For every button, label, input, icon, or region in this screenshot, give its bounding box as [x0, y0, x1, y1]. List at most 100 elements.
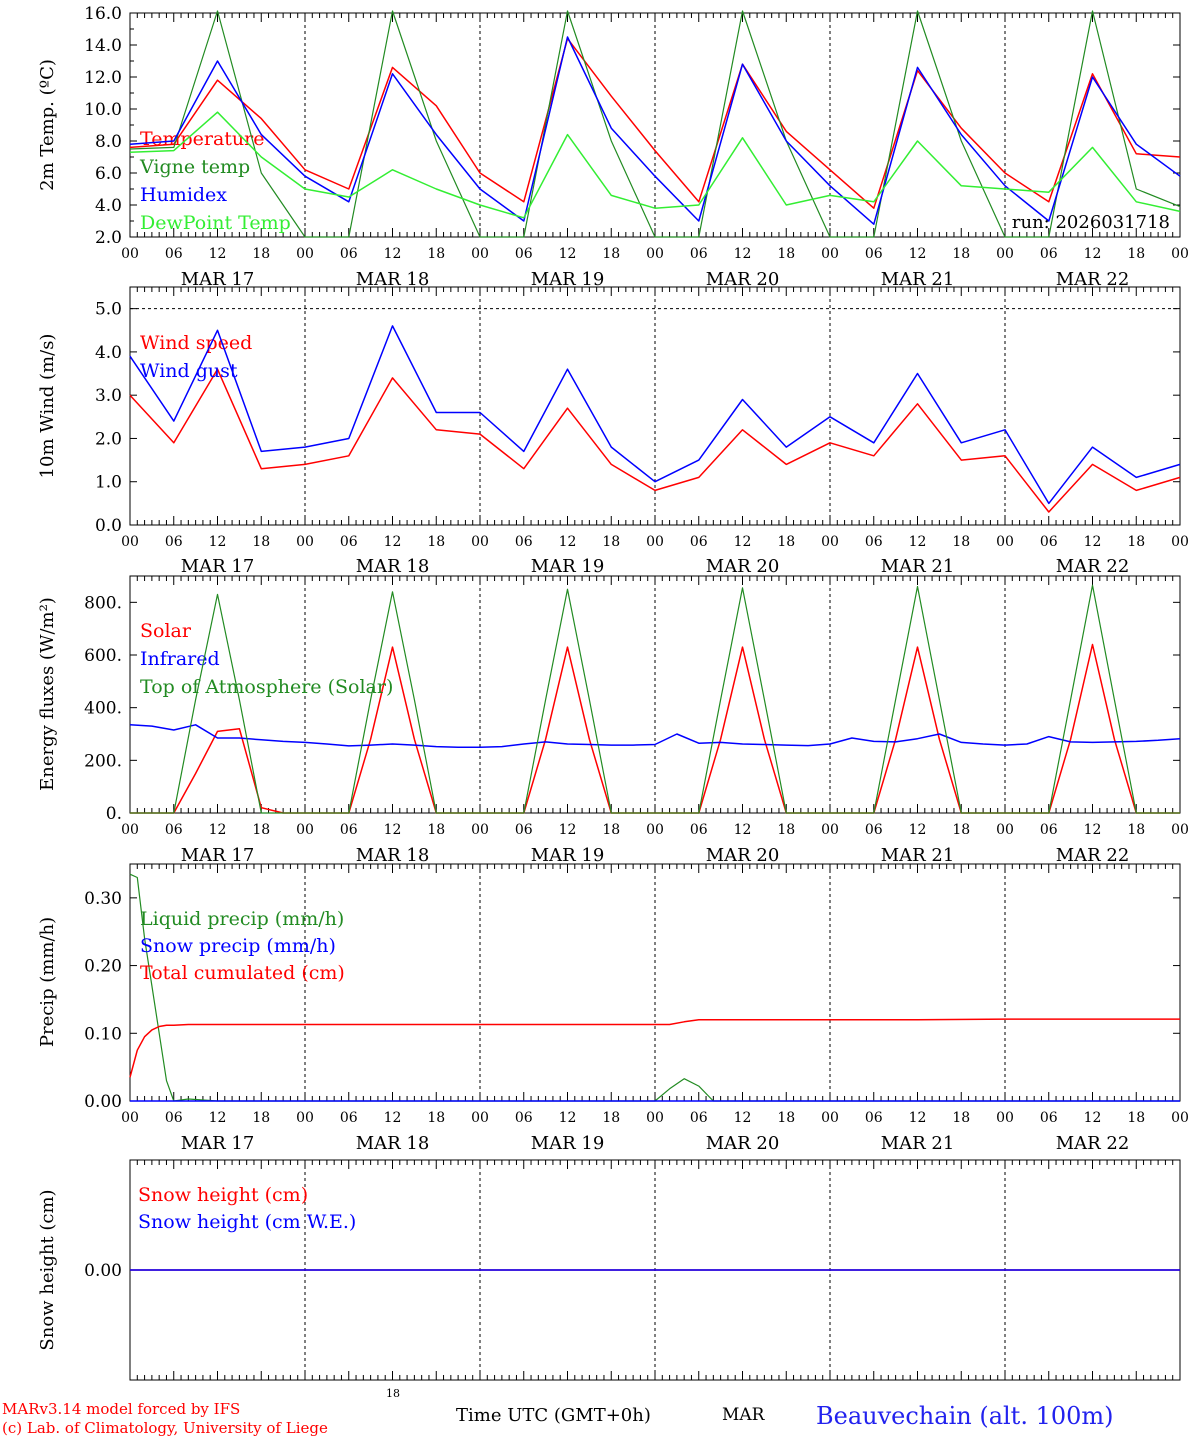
y-tick-label: 0.	[106, 804, 122, 824]
y-tick-label: 0.00	[84, 1092, 122, 1112]
x-tick-label: 00	[821, 246, 839, 262]
x-tick-label: 06	[515, 534, 533, 550]
x-tick-label: 06	[1040, 822, 1058, 838]
x-tick-label: 00	[121, 246, 139, 262]
legend-entry: Wind speed	[140, 332, 252, 354]
x-tick-label: 00	[646, 246, 664, 262]
x-tick-label: 06	[690, 822, 708, 838]
x-tick-label: 00	[646, 534, 664, 550]
legend-entry: Solar	[140, 620, 192, 642]
day-label: MAR 17	[181, 1133, 255, 1154]
x-tick-label: 00	[1171, 534, 1189, 550]
series-line-2	[129, 10, 1181, 238]
footer-small-hour: 18	[386, 1387, 400, 1400]
x-tick-label: 18	[952, 246, 970, 262]
day-label: MAR 22	[1056, 269, 1130, 290]
x-tick-label: 12	[1084, 534, 1102, 550]
x-tick-label: 06	[515, 1110, 533, 1126]
x-tick-label: 06	[165, 822, 183, 838]
series-line-3	[129, 36, 1181, 225]
x-tick-label: 06	[165, 246, 183, 262]
x-tick-label: 12	[384, 822, 402, 838]
x-tick-label: 06	[340, 822, 358, 838]
x-tick-label: 18	[952, 534, 970, 550]
x-tick-label: 00	[296, 246, 314, 262]
day-label: MAR 22	[1056, 1133, 1130, 1154]
panel-1: 2.0 4.0 6.0 8.0 10.0 12.0 14.0 16.0 2m Temp. (ºC…	[37, 4, 1189, 290]
y-tick-label: 8.0	[95, 132, 122, 152]
x-tick-label: 18	[427, 246, 445, 262]
legend-entry: DewPoint Temp	[140, 212, 291, 234]
x-tick-label: 12	[909, 822, 927, 838]
plot-frame	[129, 12, 1181, 238]
x-tick-label: 00	[996, 822, 1014, 838]
x-tick-label: 00	[121, 822, 139, 838]
x-tick-label: 00	[296, 822, 314, 838]
x-tick-label: 18	[1127, 246, 1145, 262]
legend-entry: Infrared	[140, 648, 220, 670]
day-label: MAR 22	[1056, 845, 1130, 866]
legend-entry: Snow height (cm W.E.)	[138, 1211, 356, 1233]
y-tick-label: 3.0	[95, 386, 122, 406]
x-tick-label: 06	[340, 1110, 358, 1126]
day-label: MAR 21	[881, 269, 955, 290]
time-axis-label: Time UTC (GMT+0h)	[456, 1405, 651, 1426]
panel-4: 0.00 0.10 0.20 0.30 Precip (mm/h) Liquid prec…	[37, 863, 1189, 1154]
day-label: MAR 18	[356, 845, 430, 866]
meteogram-charts: 2.0 4.0 6.0 8.0 10.0 12.0 14.0 16.0 2m Temp. (ºC…	[37, 4, 1189, 1381]
model-credit: MARv3.14 model forced by IFS	[2, 1400, 241, 1418]
x-tick-label: 06	[865, 246, 883, 262]
legend-entry: Liquid precip (mm/h)	[140, 908, 344, 930]
panel-3: 0. 200. 400. 600. 800. Energy fluxes (W/m²) So…	[37, 575, 1189, 866]
x-tick-label: 06	[1040, 246, 1058, 262]
legend-entry: Wind gust	[140, 360, 238, 382]
station-label: Beauvechain (alt. 100m)	[816, 1402, 1114, 1430]
x-tick-label: 00	[471, 246, 489, 262]
y-tick-label: 0.20	[84, 957, 122, 977]
x-tick-label: 18	[252, 246, 270, 262]
y-tick-label: 0.30	[84, 889, 122, 909]
x-tick-label: 12	[734, 1110, 752, 1126]
x-tick-label: 06	[690, 246, 708, 262]
day-label: MAR 20	[706, 845, 780, 866]
day-label: MAR 17	[181, 556, 255, 577]
y-tick-label: 200.	[84, 751, 122, 771]
y-tick-label: 2.0	[95, 429, 122, 449]
y-tick-label: 14.0	[84, 36, 122, 56]
day-label: MAR 19	[531, 556, 605, 577]
x-tick-label: 18	[1127, 822, 1145, 838]
y-tick-label: 10.0	[84, 100, 122, 120]
x-tick-label: 18	[427, 822, 445, 838]
run-annotation: run: 2026031718	[1012, 212, 1170, 233]
x-tick-label: 06	[515, 822, 533, 838]
series-line-3	[130, 584, 1180, 814]
y-tick-label: 800.	[84, 593, 122, 613]
x-tick-label: 18	[777, 822, 795, 838]
day-label: MAR 17	[181, 845, 255, 866]
x-tick-label: 18	[1127, 1110, 1145, 1126]
y-tick-label: 6.0	[95, 164, 122, 184]
day-label: MAR 18	[356, 556, 430, 577]
day-label: MAR 21	[881, 1133, 955, 1154]
legend-entry: Snow height (cm)	[138, 1184, 308, 1206]
x-tick-label: 06	[515, 246, 533, 262]
series-line-2	[129, 325, 1181, 505]
y-tick-label: 0.00	[84, 1261, 122, 1281]
panel-5: 0.00 Snow height (cm) Snow height (cm) Snow…	[37, 1159, 1181, 1381]
x-tick-label: 06	[165, 534, 183, 550]
series-line-1	[129, 37, 1181, 209]
x-tick-label: 12	[384, 1110, 402, 1126]
plot-frame	[129, 286, 1181, 526]
x-tick-label: 00	[646, 822, 664, 838]
y-tick-label: 0.10	[84, 1024, 122, 1044]
day-label: MAR 19	[531, 269, 605, 290]
x-tick-label: 12	[384, 246, 402, 262]
x-tick-label: 18	[952, 822, 970, 838]
y-tick-label: 12.0	[84, 68, 122, 88]
x-tick-label: 18	[777, 534, 795, 550]
x-tick-label: 00	[996, 534, 1014, 550]
y-axis-title: Energy fluxes (W/m²)	[37, 597, 58, 791]
y-tick-label: 4.0	[95, 343, 122, 363]
x-tick-label: 00	[821, 534, 839, 550]
